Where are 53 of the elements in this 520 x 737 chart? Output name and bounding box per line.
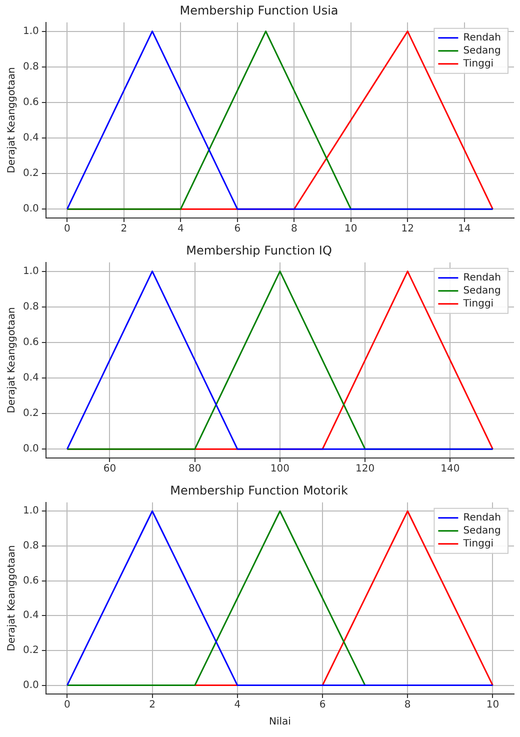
y-tick-label: 0.0 xyxy=(22,204,39,215)
x-tick-label: 12 xyxy=(401,224,414,235)
x-tick-label: 6 xyxy=(319,700,326,711)
x-tick-label: 10 xyxy=(344,224,358,235)
y-tick-label: 0.4 xyxy=(22,132,39,144)
y-tick-label: 0.4 xyxy=(22,610,39,622)
x-tick-label: 6 xyxy=(234,224,241,235)
legend-label: Tinggi xyxy=(462,298,494,310)
legend-label: Sedang xyxy=(463,45,501,56)
x-tick-label: 0 xyxy=(64,700,70,711)
y-tick-label: 0.6 xyxy=(22,337,39,348)
y-tick-label: 1.0 xyxy=(22,506,39,517)
y-tick-label: 0.2 xyxy=(22,645,39,656)
y-tick-label: 0.8 xyxy=(22,301,39,312)
y-tick-label: 0.0 xyxy=(22,444,39,455)
legend-label: Rendah xyxy=(463,32,502,44)
y-axis-title: Derajat Keanggotaan xyxy=(6,67,18,174)
chart-title: Membership Function IQ xyxy=(186,243,332,258)
y-tick-label: 0.8 xyxy=(22,540,39,552)
y-tick-label: 0.2 xyxy=(22,168,39,180)
x-tick-label: 4 xyxy=(234,700,241,711)
legend-label: Tinggi xyxy=(462,58,494,70)
x-tick-label: 8 xyxy=(290,224,298,235)
x-tick-label: 4 xyxy=(177,224,184,235)
legend-label: Rendah xyxy=(463,512,502,524)
y-tick-label: 0.8 xyxy=(22,61,39,72)
y-tick-label: 0.0 xyxy=(22,680,39,691)
x-tick-label: 14 xyxy=(458,224,471,235)
legend-label: Rendah xyxy=(463,272,502,284)
y-axis-title: Derajat Keanggotaan xyxy=(6,545,18,652)
x-tick-label: 10 xyxy=(486,700,500,711)
legend-label: Sedang xyxy=(463,525,501,536)
y-tick-label: 0.4 xyxy=(22,372,39,384)
y-tick-label: 0.6 xyxy=(22,97,39,108)
chart-title: Membership Function Usia xyxy=(180,3,338,18)
chart-title: Membership Function Motorik xyxy=(170,483,348,498)
x-tick-label: 2 xyxy=(120,224,128,235)
x-tick-label: 2 xyxy=(149,700,156,711)
x-tick-label: 0 xyxy=(64,224,70,235)
x-tick-label: 120 xyxy=(356,464,375,475)
y-tick-label: 0.6 xyxy=(22,575,39,586)
legend-label: Sedang xyxy=(463,285,501,296)
x-tick-label: 140 xyxy=(440,464,460,475)
y-tick-label: 1.0 xyxy=(22,266,39,277)
y-tick-label: 1.0 xyxy=(22,26,39,37)
x-axis-title: Nilai xyxy=(268,716,291,728)
x-tick-label: 100 xyxy=(270,464,290,475)
x-tick-label: 80 xyxy=(188,464,202,475)
legend-label: Tinggi xyxy=(462,538,494,550)
x-tick-label: 8 xyxy=(404,700,411,711)
y-tick-label: 0.2 xyxy=(22,408,39,420)
y-axis-title: Derajat Keanggotaan xyxy=(6,307,18,414)
x-tick-label: 60 xyxy=(103,464,116,475)
